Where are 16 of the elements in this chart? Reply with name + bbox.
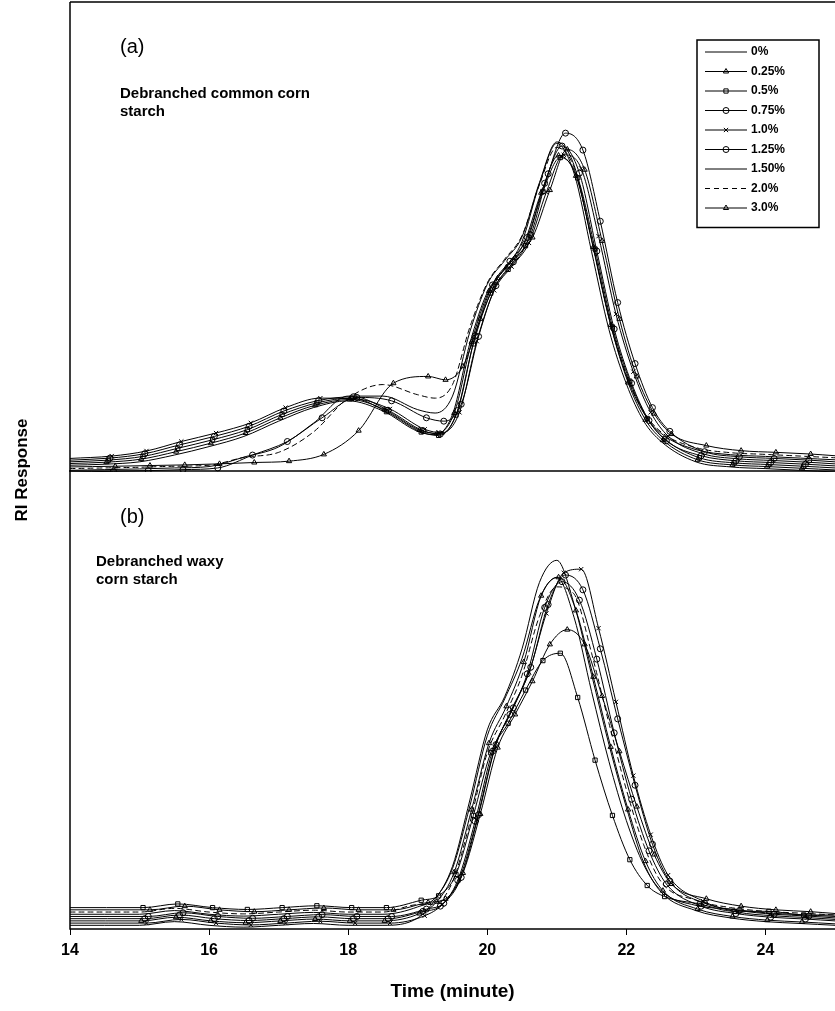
text: (b) <box>120 504 145 528</box>
x-tick-label: 14 <box>61 941 79 959</box>
x-tick-label: 22 <box>617 941 636 959</box>
legend-label: 0.75% <box>751 102 786 117</box>
x-axis-title: Time (minute) <box>390 979 515 1001</box>
x-tick-label: 18 <box>339 941 358 959</box>
x-tick-label: 20 <box>478 941 497 959</box>
legend-label: 0% <box>751 44 769 59</box>
x-tick-label: 24 <box>756 941 775 959</box>
legend-label: 0.25% <box>751 63 786 78</box>
text: (a) <box>120 34 145 58</box>
x-tick-label: 16 <box>200 941 219 959</box>
y-axis-title: RI Response <box>11 418 32 522</box>
annotation: Debranched waxy corn starch <box>96 552 225 588</box>
legend-label: 0.5% <box>751 83 779 98</box>
text: Debranched common corn starch <box>120 84 312 120</box>
